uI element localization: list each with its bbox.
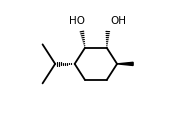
- Text: OH: OH: [110, 16, 126, 26]
- Polygon shape: [117, 63, 133, 66]
- Text: HO: HO: [69, 16, 85, 26]
